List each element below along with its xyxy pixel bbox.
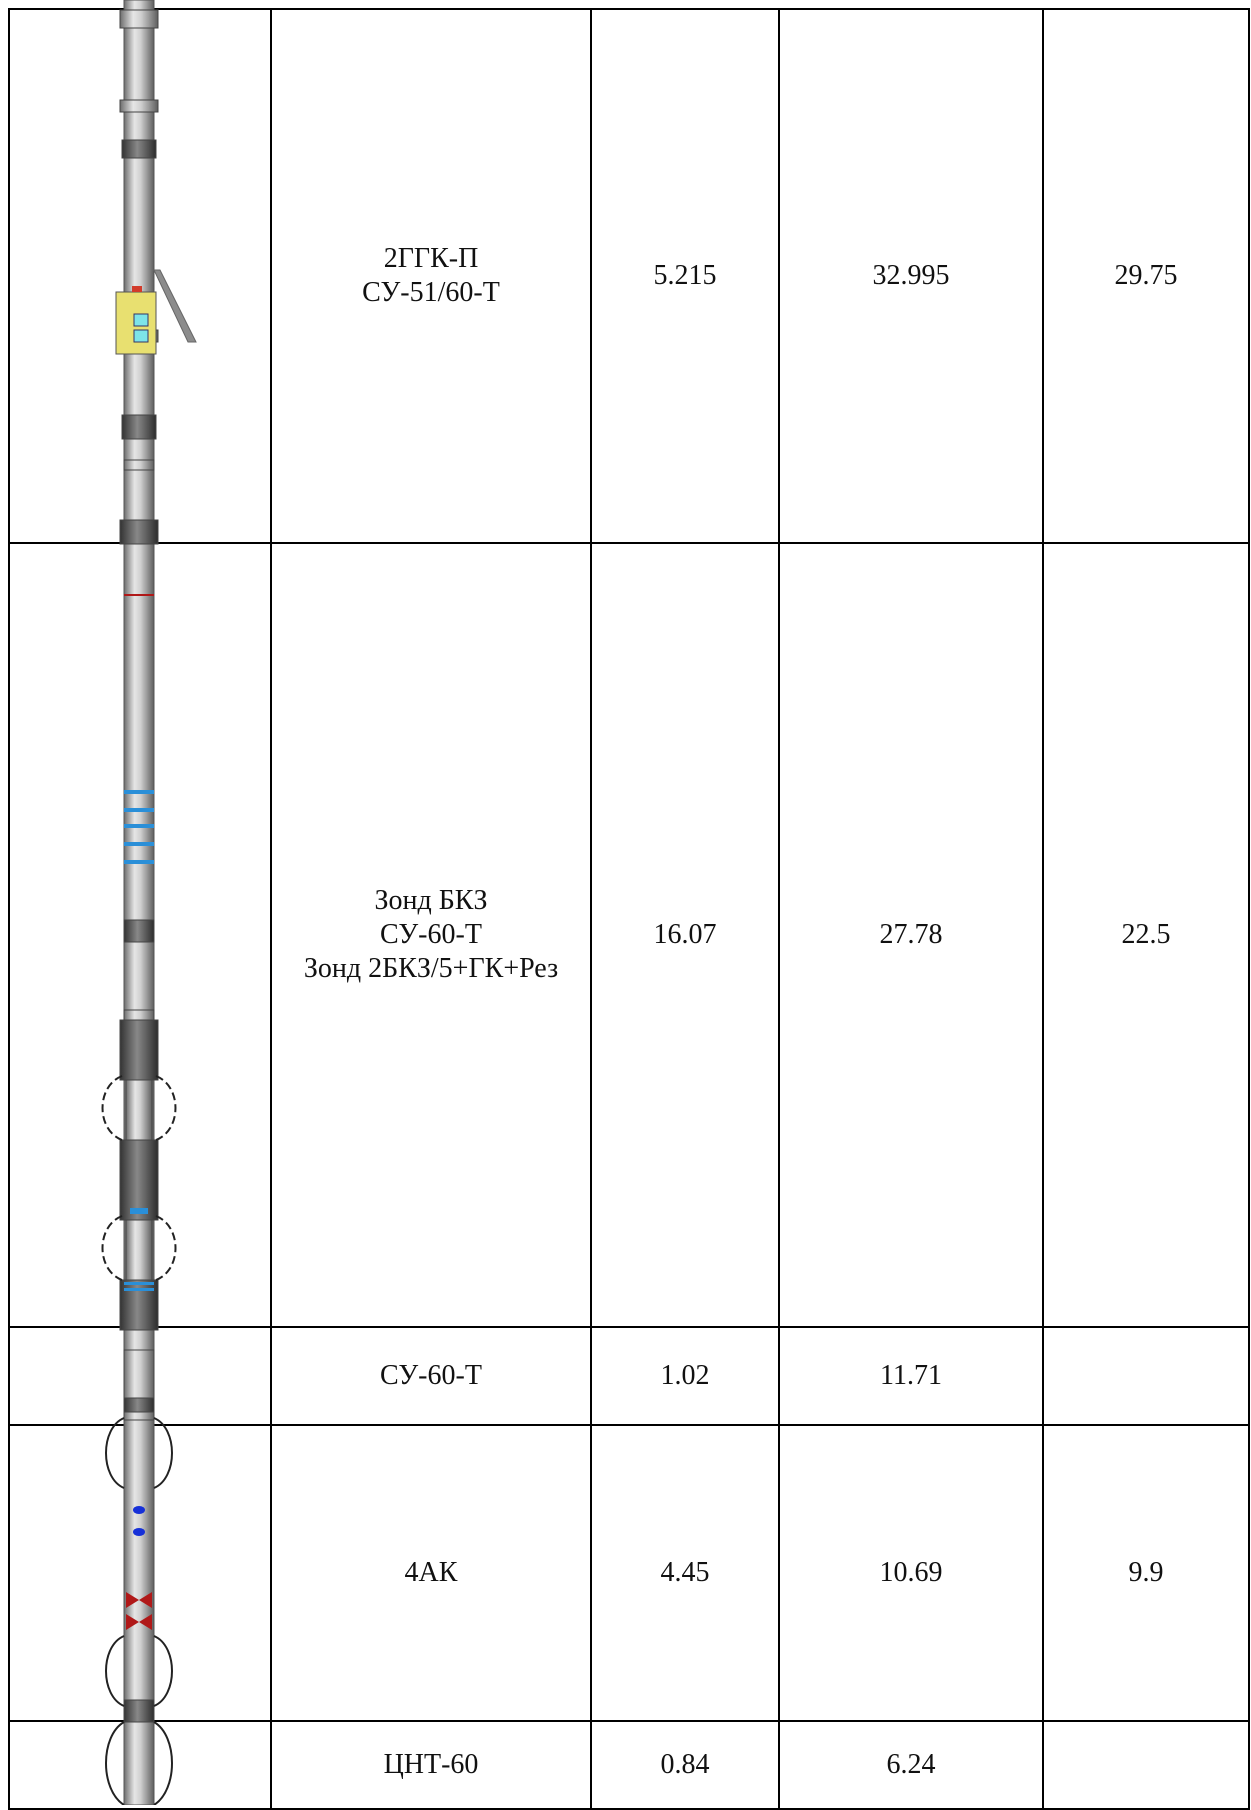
collar	[119, 99, 159, 113]
table-row: СУ-60-Т 1.02 11.71	[8, 1326, 1250, 1426]
bow-spring	[155, 1075, 177, 1141]
table-row: Зонд БКЗ СУ-60-Т Зонд 2БКЗ/5+ГК+Рез 16.0…	[8, 542, 1250, 1328]
electrode	[124, 790, 154, 794]
collar	[119, 519, 159, 545]
density-probe-pad	[115, 269, 197, 355]
bow-spring	[155, 1215, 177, 1281]
collar	[123, 919, 155, 943]
detector	[133, 313, 149, 327]
measure-point-cell: 22.5	[1042, 542, 1250, 1328]
bow-spring	[105, 1417, 125, 1489]
measure-point-cell	[1042, 1326, 1250, 1426]
collar	[119, 9, 159, 29]
measure-point-cell: 29.75	[1042, 8, 1250, 544]
logging-tool-string-drawing	[101, 0, 197, 1805]
length-cell: 5.215	[590, 8, 780, 544]
electrode	[124, 1282, 154, 1285]
transmitter	[126, 1614, 152, 1630]
tool-name-cell: Зонд БКЗ СУ-60-Т Зонд 2БКЗ/5+ГК+Рез	[270, 542, 592, 1328]
electrode	[124, 842, 154, 846]
tool-name-cell: 4АК	[270, 1424, 592, 1722]
collar	[123, 1699, 155, 1723]
bow-spring	[101, 1075, 123, 1141]
table-row: 2ГГК-П СУ-51/60-Т 5.215 32.995 29.75	[8, 8, 1250, 544]
electrode	[124, 808, 154, 812]
collar	[119, 1019, 159, 1081]
collar	[121, 414, 157, 440]
collar	[119, 1279, 159, 1331]
bow-spring-centralizers	[101, 1075, 177, 1805]
bow-spring	[105, 1721, 125, 1805]
electrode	[124, 860, 154, 864]
electrode-stripes	[124, 790, 154, 1291]
tool-name-cell: СУ-60-Т	[270, 1326, 592, 1426]
electrode	[124, 824, 154, 828]
measure-point-cell: 9.9	[1042, 1424, 1250, 1722]
measure-point-cell	[1042, 1720, 1250, 1810]
position-cell: 6.24	[778, 1720, 1044, 1810]
receiver	[133, 1528, 145, 1536]
transmitter	[126, 1592, 152, 1608]
red-mark	[124, 594, 154, 596]
electrode	[130, 1208, 148, 1214]
bow-spring	[105, 1635, 125, 1707]
collar	[125, 1219, 153, 1281]
collar	[123, 1397, 155, 1413]
position-cell: 10.69	[778, 1424, 1044, 1722]
length-cell: 0.84	[590, 1720, 780, 1810]
length-cell: 16.07	[590, 542, 780, 1328]
collar	[125, 1079, 153, 1141]
marker	[132, 286, 142, 292]
position-cell: 32.995	[778, 8, 1044, 544]
probe-arm	[153, 269, 197, 343]
collar	[119, 1139, 159, 1221]
tool-name-cell: 2ГГК-П СУ-51/60-Т	[270, 8, 592, 544]
electrode	[124, 1288, 154, 1291]
probe-window	[115, 291, 157, 355]
position-cell: 27.78	[778, 542, 1044, 1328]
tool-name-cell: ЦНТ-60	[270, 1720, 592, 1810]
detector	[133, 329, 149, 343]
receiver	[133, 1506, 145, 1514]
tool-string-table: 2ГГК-П СУ-51/60-Т 5.215 32.995 29.75 Зон…	[8, 8, 1250, 1810]
bow-spring	[153, 1721, 173, 1805]
bow-spring	[101, 1215, 123, 1281]
length-cell: 4.45	[590, 1424, 780, 1722]
position-cell: 11.71	[778, 1326, 1044, 1426]
collar	[123, 459, 155, 471]
acoustic-transducers	[126, 1506, 152, 1630]
length-cell: 1.02	[590, 1326, 780, 1426]
bow-spring	[153, 1417, 173, 1489]
tool-collars	[119, 9, 159, 1723]
collar	[121, 139, 157, 159]
bow-spring	[153, 1635, 173, 1707]
